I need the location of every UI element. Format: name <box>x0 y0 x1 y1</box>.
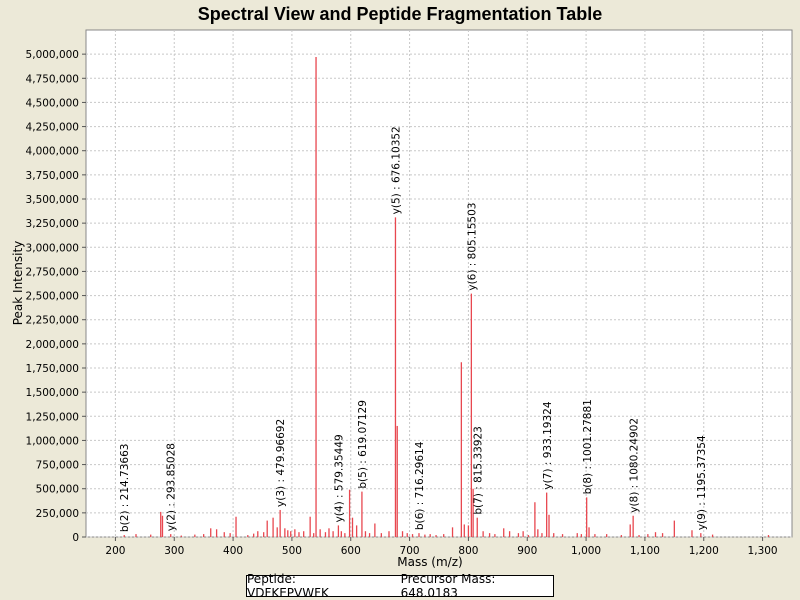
x-tick-label: 200 <box>105 545 125 557</box>
y-tick-label: 1,750,000 <box>26 363 79 375</box>
x-tick-label: 600 <box>341 545 361 557</box>
precursor-mass: Precursor Mass: 648.0183 <box>400 572 496 600</box>
fragment-annotations: b(2) : 214.73663 y(2) : 293.85028 y(3) : 4… <box>119 126 708 532</box>
y-tick-label: 1,000,000 <box>26 435 79 447</box>
fragment-label: y(2) : 293.85028 <box>166 443 178 531</box>
fragment-label: b(6) : 716.29614 <box>414 441 426 530</box>
y-tick-label: 750,000 <box>36 460 79 472</box>
y-tick-label: 3,500,000 <box>26 194 79 206</box>
x-tick-label: 700 <box>400 545 420 557</box>
y-tick-label: 5,000,000 <box>26 49 79 61</box>
y-tick-label: 3,750,000 <box>26 170 79 182</box>
fragment-label: b(7) : 815.33923 <box>472 426 484 515</box>
y-axis-label: Peak Intensity <box>11 241 25 326</box>
x-axis-label: Mass (m/z) <box>397 555 462 569</box>
fragment-label: b(5) : 619.07129 <box>357 400 369 489</box>
y-tick-label: 250,000 <box>36 508 79 520</box>
fragment-label: y(8) : 1080.24902 <box>628 418 640 513</box>
x-tick-label: 500 <box>282 545 302 557</box>
y-tick-label: 2,250,000 <box>26 315 79 327</box>
fragment-label: y(5) : 676.10352 <box>391 126 403 214</box>
x-tick-label: 300 <box>164 545 184 557</box>
y-tick-label: 1,250,000 <box>26 411 79 423</box>
y-tick-label: 0 <box>72 532 79 544</box>
x-tick-label: 1,100 <box>630 545 660 557</box>
legend: Peptide: VDFKEPVWFK Precursor Mass: 648.… <box>246 572 554 600</box>
fragment-label: y(9) : 1195.37354 <box>696 435 708 530</box>
x-tick-label: 900 <box>517 545 537 557</box>
x-tick-label: 400 <box>223 545 243 557</box>
plot-area <box>85 29 793 538</box>
fragment-label: y(4) : 579.35449 <box>334 434 346 522</box>
y-tick-label: 500,000 <box>36 484 79 496</box>
axes: 200 300 400 500 600 700 800 900 1,000 1,100 1,200 1… <box>26 49 778 557</box>
y-tick-label: 4,500,000 <box>26 97 79 109</box>
y-tick-label: 1,500,000 <box>26 387 79 399</box>
y-tick-label: 3,000,000 <box>26 242 79 254</box>
x-tick-label: 1,200 <box>689 545 719 557</box>
peak-bars <box>123 57 770 537</box>
chart-title: Spectral View and Peptide Fragmentation … <box>198 4 602 24</box>
fragment-label: b(8) : 1001.27881 <box>582 399 594 494</box>
y-tick-label: 3,250,000 <box>26 218 79 230</box>
x-tick-label: 1,300 <box>748 545 778 557</box>
y-tick-label: 2,750,000 <box>26 266 79 278</box>
y-tick-label: 2,500,000 <box>26 291 79 303</box>
grid-lines <box>86 30 792 538</box>
y-tick-label: 4,250,000 <box>26 122 79 134</box>
fragment-label: y(7) : 933.19324 <box>542 401 554 489</box>
peptide-sequence: Peptide: VDFKEPVWFK <box>247 572 329 600</box>
y-tick-label: 2,000,000 <box>26 339 79 351</box>
fragment-label: y(3) : 479.96692 <box>275 419 287 507</box>
x-tick-label: 1,000 <box>571 545 601 557</box>
y-tick-label: 4,000,000 <box>26 146 79 158</box>
fragment-label: y(6) : 805.15503 <box>466 203 478 291</box>
fragment-label: b(2) : 214.73663 <box>119 444 131 533</box>
y-tick-label: 4,750,000 <box>26 73 79 85</box>
x-tick-label: 800 <box>458 545 478 557</box>
